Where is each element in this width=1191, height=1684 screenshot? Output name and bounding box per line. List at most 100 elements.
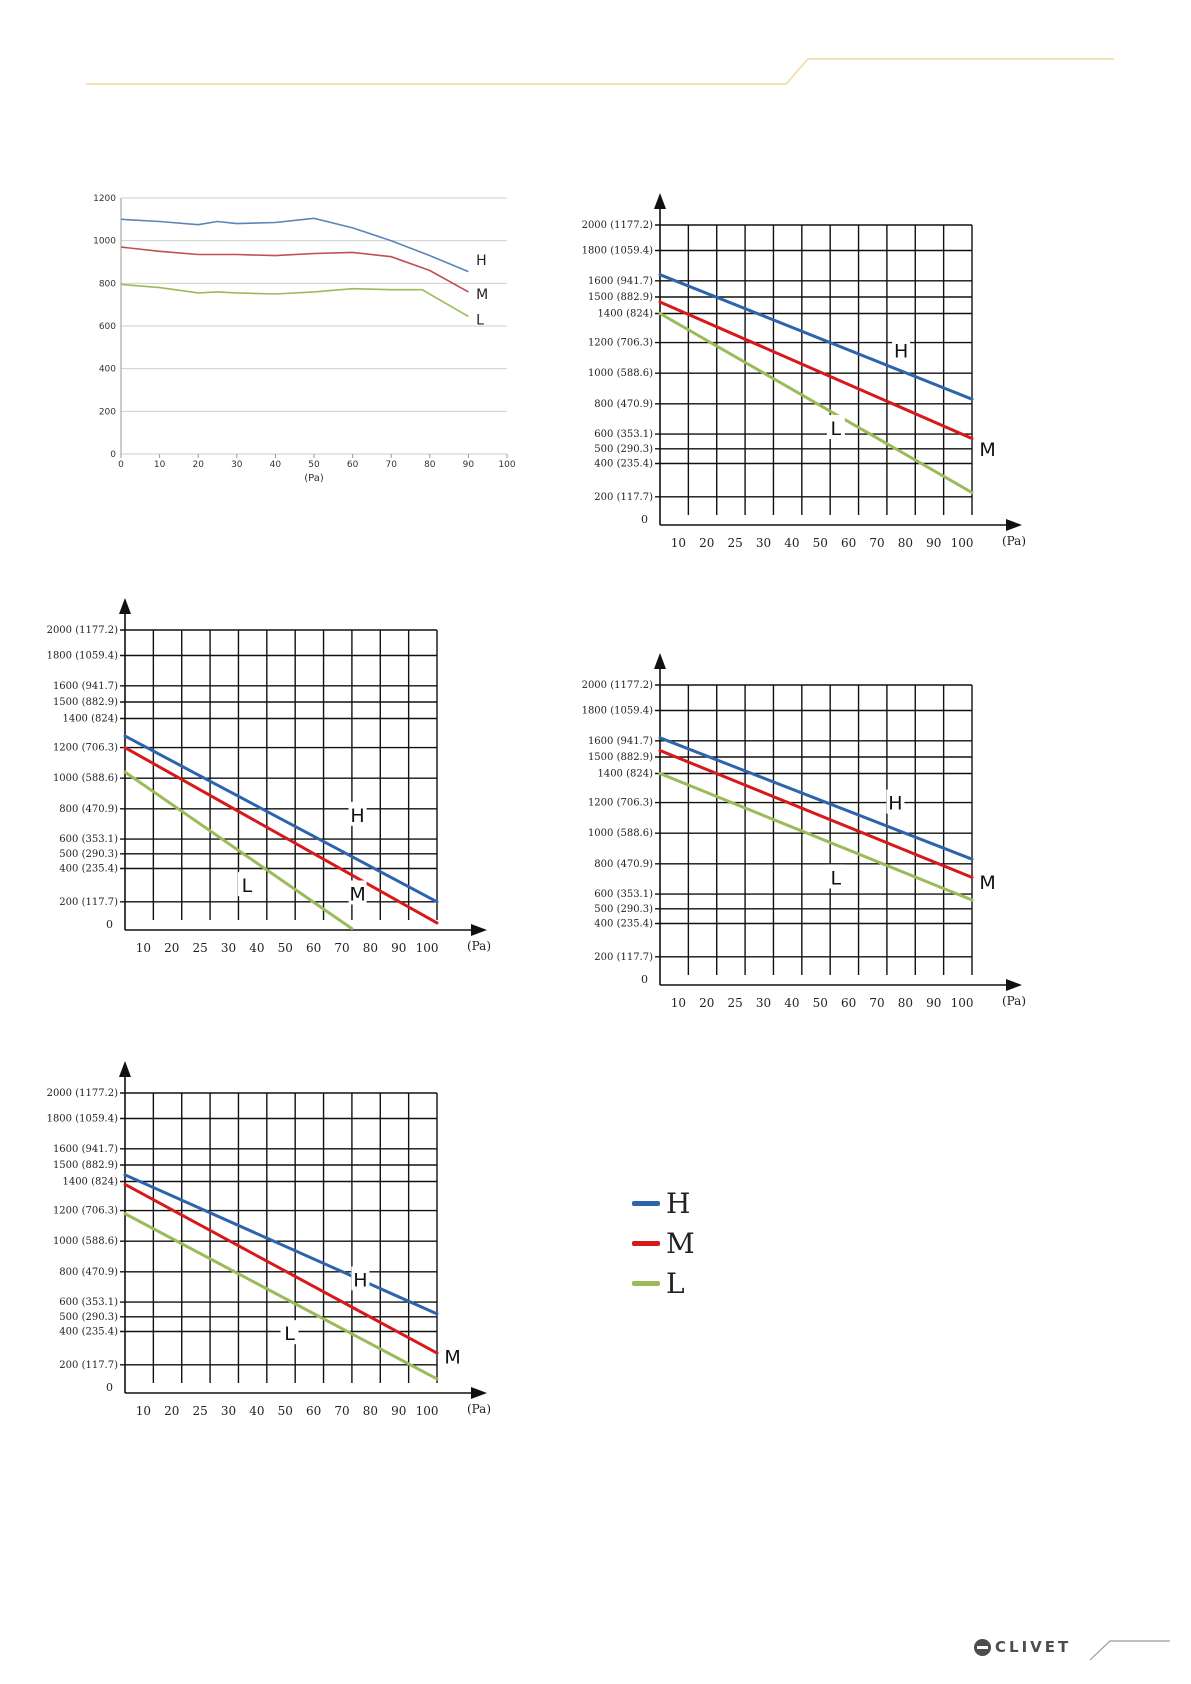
x-tick-label: 60 <box>841 536 856 550</box>
line-label-m: M <box>476 287 488 303</box>
x-tick-label: 100 <box>416 1404 439 1418</box>
chart-2: 200 (117.7) 400 (235.4) 500 (290.3) 600 (35… <box>582 193 1026 550</box>
y-axis-arrow-icon <box>119 1061 131 1077</box>
y-tick-label: 200 (117.7) <box>59 1360 118 1371</box>
y-tick-label: 600 <box>99 322 116 332</box>
x-axis-label: (Pa) <box>1002 534 1026 548</box>
x-tick-label: 70 <box>385 460 397 470</box>
line-label-bg <box>443 1343 462 1368</box>
x-tick-label: 100 <box>951 996 974 1010</box>
chart-4: 200 (117.7) 400 (235.4) 500 (290.3) 600 (35… <box>582 653 1026 1010</box>
x-tick-label: 25 <box>728 996 743 1010</box>
x-tick-label: 60 <box>306 941 321 955</box>
series-line-m <box>658 749 974 879</box>
x-tick-label: 40 <box>270 460 282 470</box>
line-label-bg <box>237 872 256 897</box>
y-tick-label: 1600 (941.7) <box>588 736 653 747</box>
x-tick-label: 70 <box>869 536 884 550</box>
y-tick-label: 800 <box>99 279 116 289</box>
chart-5: 200 (117.7) 400 (235.4) 500 (290.3) 600 (35… <box>47 1061 491 1418</box>
line-label-h: H <box>894 340 908 362</box>
y-tick-label: 200 (117.7) <box>59 897 118 908</box>
y-tick-label: 600 (353.1) <box>59 1297 118 1308</box>
y-tick-label: 200 (117.7) <box>594 952 653 963</box>
x-tick-label: 50 <box>278 1404 293 1418</box>
x-tick-label: 100 <box>416 941 439 955</box>
y-tick-label: 2000 (1177.2) <box>582 220 654 231</box>
y-tick-label: 500 (290.3) <box>594 444 653 455</box>
y-tick-label: 1200 (706.3) <box>588 798 653 809</box>
line-label-h: H <box>888 793 902 815</box>
x-tick-label: 20 <box>164 941 179 955</box>
x-tick-label: 25 <box>728 536 743 550</box>
y-tick-label: 1200 <box>93 194 116 204</box>
x-tick-label: 90 <box>391 1404 406 1418</box>
origin-label: 0 <box>106 1381 113 1394</box>
y-tick-label: 1800 (1059.4) <box>47 1114 119 1125</box>
y-tick-label: 1800 (1059.4) <box>582 706 654 717</box>
x-tick-label: 100 <box>498 460 515 470</box>
line-label-bg <box>978 435 997 460</box>
series-line-l <box>123 770 354 931</box>
line-label-l: L <box>284 1323 295 1345</box>
series-line-h <box>123 1173 439 1316</box>
x-axis-arrow-icon <box>471 1387 487 1399</box>
series-line-h <box>123 734 439 904</box>
chart-1: 0 200 400 600 800 1000 1200 0 10 20 30 40 50 60 70 80 90… <box>93 194 516 484</box>
series-line-h <box>120 217 469 273</box>
line-label-m: M <box>979 439 995 461</box>
y-tick-label: 1600 (941.7) <box>53 681 118 692</box>
x-tick-label: 80 <box>363 1404 378 1418</box>
legend: H M L <box>632 1183 695 1303</box>
x-axis-label: (Pa) <box>1002 994 1026 1008</box>
series-line-l <box>120 283 469 318</box>
x-tick-label: 0 <box>118 460 124 470</box>
series-line-m <box>123 746 439 925</box>
x-tick-label: 40 <box>784 536 799 550</box>
y-tick-label: 1000 (588.6) <box>588 368 653 379</box>
line-label-bg <box>892 337 911 362</box>
y-tick-label: 1400 (824) <box>597 309 653 320</box>
y-tick-label: 500 (290.3) <box>594 904 653 915</box>
x-tick-label: 50 <box>308 460 320 470</box>
line-label-h: H <box>476 253 487 269</box>
series-line-l <box>658 772 974 902</box>
line-label-bg <box>886 789 905 814</box>
line-label-m: M <box>444 1346 460 1368</box>
legend-label-h: H <box>666 1186 691 1220</box>
x-tick-label: 30 <box>231 460 243 470</box>
x-tick-label: 90 <box>926 536 941 550</box>
footer-rule <box>1089 1640 1170 1661</box>
x-axis-label: (Pa) <box>467 939 491 953</box>
y-tick-label: 2000 (1177.2) <box>47 625 119 636</box>
x-tick-label: 70 <box>334 1404 349 1418</box>
x-tick-label: 80 <box>898 536 913 550</box>
y-tick-label: 800 (470.9) <box>594 859 653 870</box>
x-tick-label: 25 <box>193 941 208 955</box>
x-tick-label: 10 <box>154 460 166 470</box>
clivet-logo-icon <box>974 1638 991 1656</box>
x-tick-label: 80 <box>424 460 436 470</box>
brand-logo: CLIVET <box>974 1638 1071 1656</box>
x-tick-label: 10 <box>136 941 151 955</box>
y-tick-label: 400 (235.4) <box>59 864 118 875</box>
line-label-l: L <box>476 313 484 329</box>
x-tick-label: 20 <box>699 536 714 550</box>
legend-label-l: L <box>666 1266 685 1300</box>
line-label-bg <box>280 1320 299 1345</box>
x-tick-label: 90 <box>391 941 406 955</box>
line-label-h: H <box>353 1269 367 1291</box>
series-line-m <box>123 1182 439 1355</box>
x-tick-label: 40 <box>784 996 799 1010</box>
x-tick-label: 10 <box>671 536 686 550</box>
y-axis-arrow-icon <box>119 598 131 614</box>
line-label-bg <box>978 868 997 893</box>
x-tick-label: 20 <box>164 1404 179 1418</box>
x-tick-label: 100 <box>951 536 974 550</box>
x-tick-label: 30 <box>221 1404 236 1418</box>
y-tick-label: 1000 (588.6) <box>588 828 653 839</box>
y-tick-label: 2000 (1177.2) <box>582 680 654 691</box>
y-tick-label: 2000 (1177.2) <box>47 1088 119 1099</box>
y-tick-label: 1400 (824) <box>62 714 118 725</box>
